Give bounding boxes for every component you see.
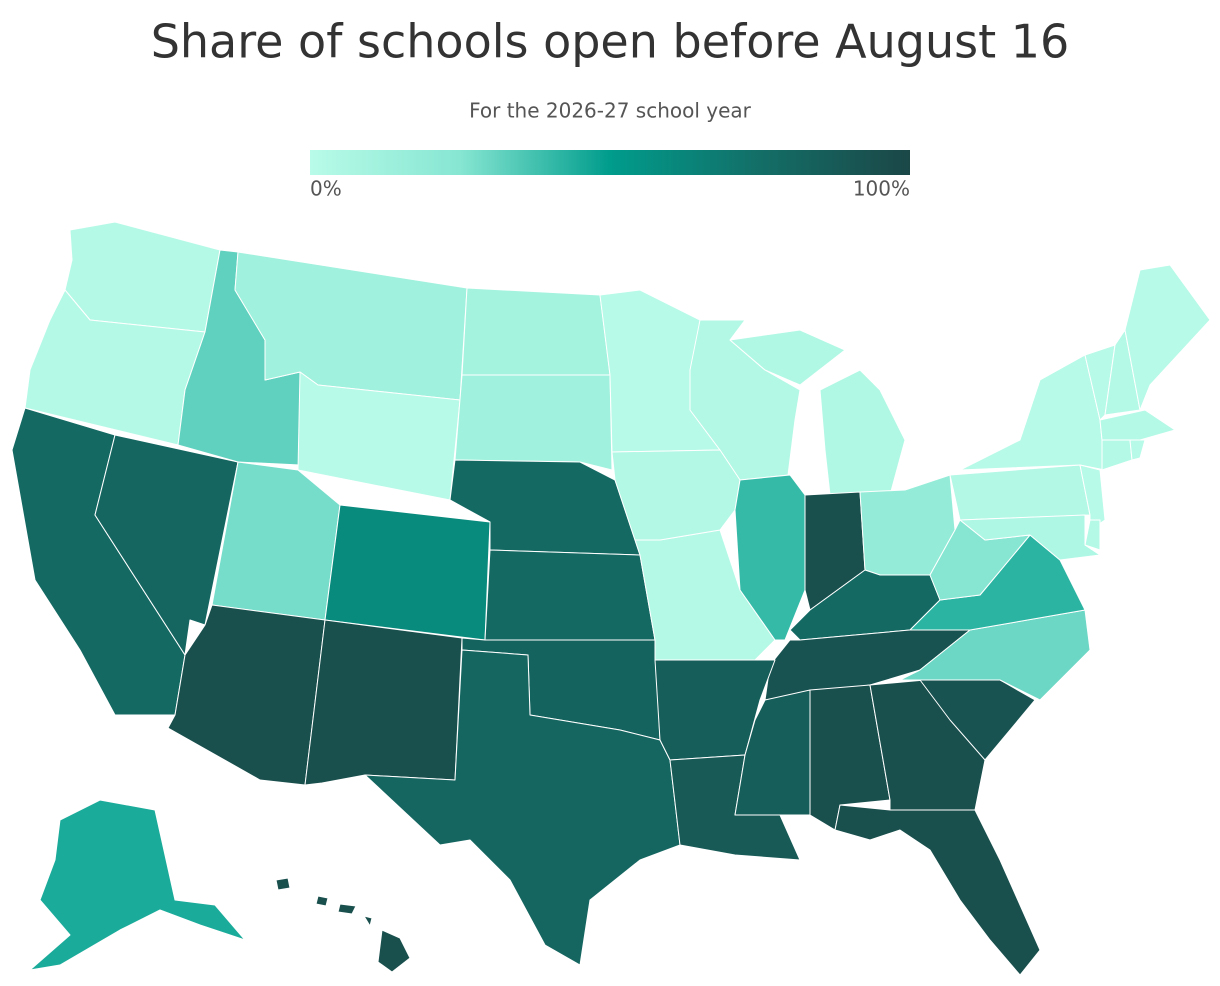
- state: [29, 799, 246, 971]
- state: [1124, 264, 1211, 411]
- state: [364, 649, 681, 966]
- states: [11, 221, 1211, 976]
- color-bar: [310, 150, 910, 175]
- state: [689, 319, 801, 481]
- state: [167, 604, 326, 786]
- state: [1101, 439, 1133, 471]
- state: [959, 514, 1101, 561]
- state: [304, 619, 463, 786]
- state: [275, 877, 411, 973]
- state: [729, 329, 906, 496]
- state: [949, 464, 1091, 521]
- state: [899, 609, 1091, 701]
- state: [234, 251, 468, 401]
- state: [484, 549, 656, 641]
- state: [297, 371, 461, 501]
- state: [611, 449, 741, 541]
- chart-title: Share of schools open before August 16: [151, 15, 1070, 69]
- state: [454, 374, 613, 471]
- state: [1084, 519, 1101, 551]
- state: [324, 504, 491, 641]
- state: [959, 354, 1106, 471]
- state: [1129, 439, 1146, 461]
- state: [734, 474, 806, 641]
- chart-subtitle: For the 2026-27 school year: [469, 99, 752, 123]
- state: [1099, 409, 1176, 441]
- legend-tick-label: 100%: [853, 177, 910, 201]
- legend-tick-label: 0%: [310, 177, 342, 201]
- state: [64, 221, 221, 333]
- state: [834, 804, 1041, 976]
- state: [461, 287, 611, 376]
